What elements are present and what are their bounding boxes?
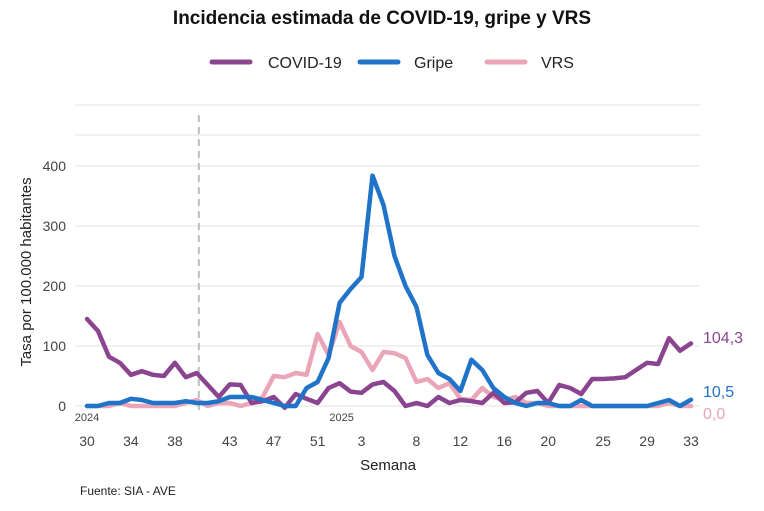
x-tick-label: 16 xyxy=(497,433,513,449)
chart-title: Incidencia estimada de COVID-19, gripe y… xyxy=(173,8,591,29)
x-tick-label: 29 xyxy=(639,433,655,449)
x-tick-label: 34 xyxy=(123,433,139,449)
series-line-covid-19 xyxy=(84,316,694,411)
x-tick-label: 47 xyxy=(266,433,282,449)
source-note: Fuente: SIA - AVE xyxy=(80,484,176,498)
y-tick-label: 300 xyxy=(43,218,67,234)
gridlines xyxy=(75,104,700,407)
end-label-gripe: 10,5 xyxy=(703,384,734,401)
year-label: 2024 xyxy=(75,412,99,424)
y-tick-label: 0 xyxy=(58,398,66,414)
y-tick-label: 100 xyxy=(43,338,67,354)
y-axis-ticks: 0 100 200 300 400 xyxy=(43,158,67,414)
x-tick-label: 25 xyxy=(595,433,611,449)
y-axis-title: Tasa por 100.000 habitantes xyxy=(18,177,35,366)
legend-label: COVID-19 xyxy=(268,55,342,72)
end-label-vrs: 0,0 xyxy=(703,406,725,423)
x-tick-label: 30 xyxy=(79,433,95,449)
y-tick-label: 400 xyxy=(43,158,67,174)
end-labels: 104,3 10,5 0,0 xyxy=(703,330,743,423)
x-tick-label: 8 xyxy=(413,433,421,449)
series-lines xyxy=(84,173,694,411)
legend-label: VRS xyxy=(541,55,574,72)
year-label: 2025 xyxy=(329,412,353,424)
y-tick-label: 200 xyxy=(43,278,67,294)
year-labels: 2024 2025 xyxy=(75,412,354,424)
x-tick-label: 12 xyxy=(453,433,469,449)
x-tick-label: 33 xyxy=(683,433,699,449)
legend: COVID-19 Gripe VRS xyxy=(209,55,574,72)
x-axis-ticks: 30 34 38 43 47 51 3 8 12 16 20 25 29 33 xyxy=(79,433,699,449)
x-tick-label: 43 xyxy=(222,433,238,449)
x-tick-label: 20 xyxy=(540,433,556,449)
legend-label: Gripe xyxy=(414,55,453,72)
end-label-covid-19: 104,3 xyxy=(703,330,743,347)
x-tick-label: 38 xyxy=(167,433,183,449)
x-axis-title: Semana xyxy=(360,457,417,474)
series-line-gripe xyxy=(84,173,694,409)
x-tick-label: 51 xyxy=(310,433,326,449)
x-tick-label: 3 xyxy=(358,433,366,449)
